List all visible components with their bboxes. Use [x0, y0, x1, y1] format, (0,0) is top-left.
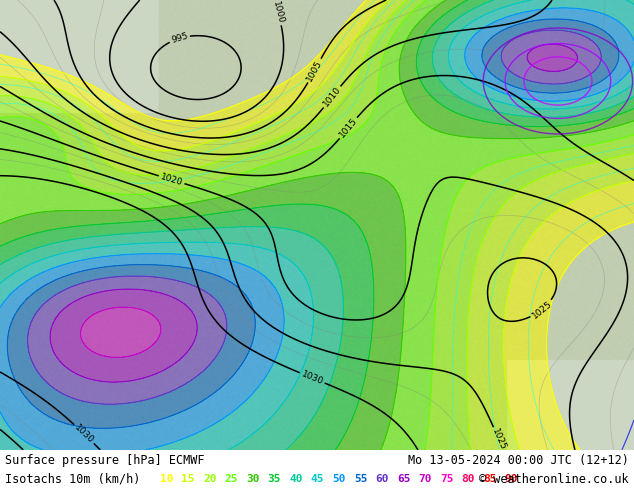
Text: 40: 40 [289, 474, 302, 484]
Text: 50: 50 [332, 474, 346, 484]
Text: 1020: 1020 [159, 172, 184, 187]
Text: 90: 90 [505, 474, 518, 484]
Text: 25: 25 [224, 474, 238, 484]
Text: 35: 35 [268, 474, 281, 484]
Text: © weatheronline.co.uk: © weatheronline.co.uk [479, 473, 629, 486]
Text: 1030: 1030 [300, 369, 325, 387]
Text: 20: 20 [203, 474, 216, 484]
Text: 1025: 1025 [530, 299, 553, 320]
Text: Mo 13-05-2024 00:00 JTC (12+12): Mo 13-05-2024 00:00 JTC (12+12) [408, 454, 629, 467]
Text: 1010: 1010 [321, 85, 343, 109]
Text: 85: 85 [483, 474, 496, 484]
Text: 70: 70 [418, 474, 432, 484]
Text: 15: 15 [181, 474, 195, 484]
Text: 55: 55 [354, 474, 367, 484]
Text: 1015: 1015 [337, 116, 359, 140]
Text: Surface pressure [hPa] ECMWF: Surface pressure [hPa] ECMWF [5, 454, 205, 467]
Text: 45: 45 [311, 474, 324, 484]
Text: 1025: 1025 [490, 427, 508, 452]
Text: 10: 10 [160, 474, 173, 484]
Text: Isotachs 10m (km/h): Isotachs 10m (km/h) [5, 473, 141, 486]
Text: 75: 75 [440, 474, 453, 484]
Text: 65: 65 [397, 474, 410, 484]
Text: 30: 30 [246, 474, 259, 484]
Text: 60: 60 [375, 474, 389, 484]
Text: 80: 80 [462, 474, 475, 484]
Text: 1000: 1000 [271, 0, 285, 24]
Text: 1030: 1030 [73, 423, 96, 445]
Text: 995: 995 [170, 31, 189, 45]
Text: 1005: 1005 [305, 58, 324, 83]
